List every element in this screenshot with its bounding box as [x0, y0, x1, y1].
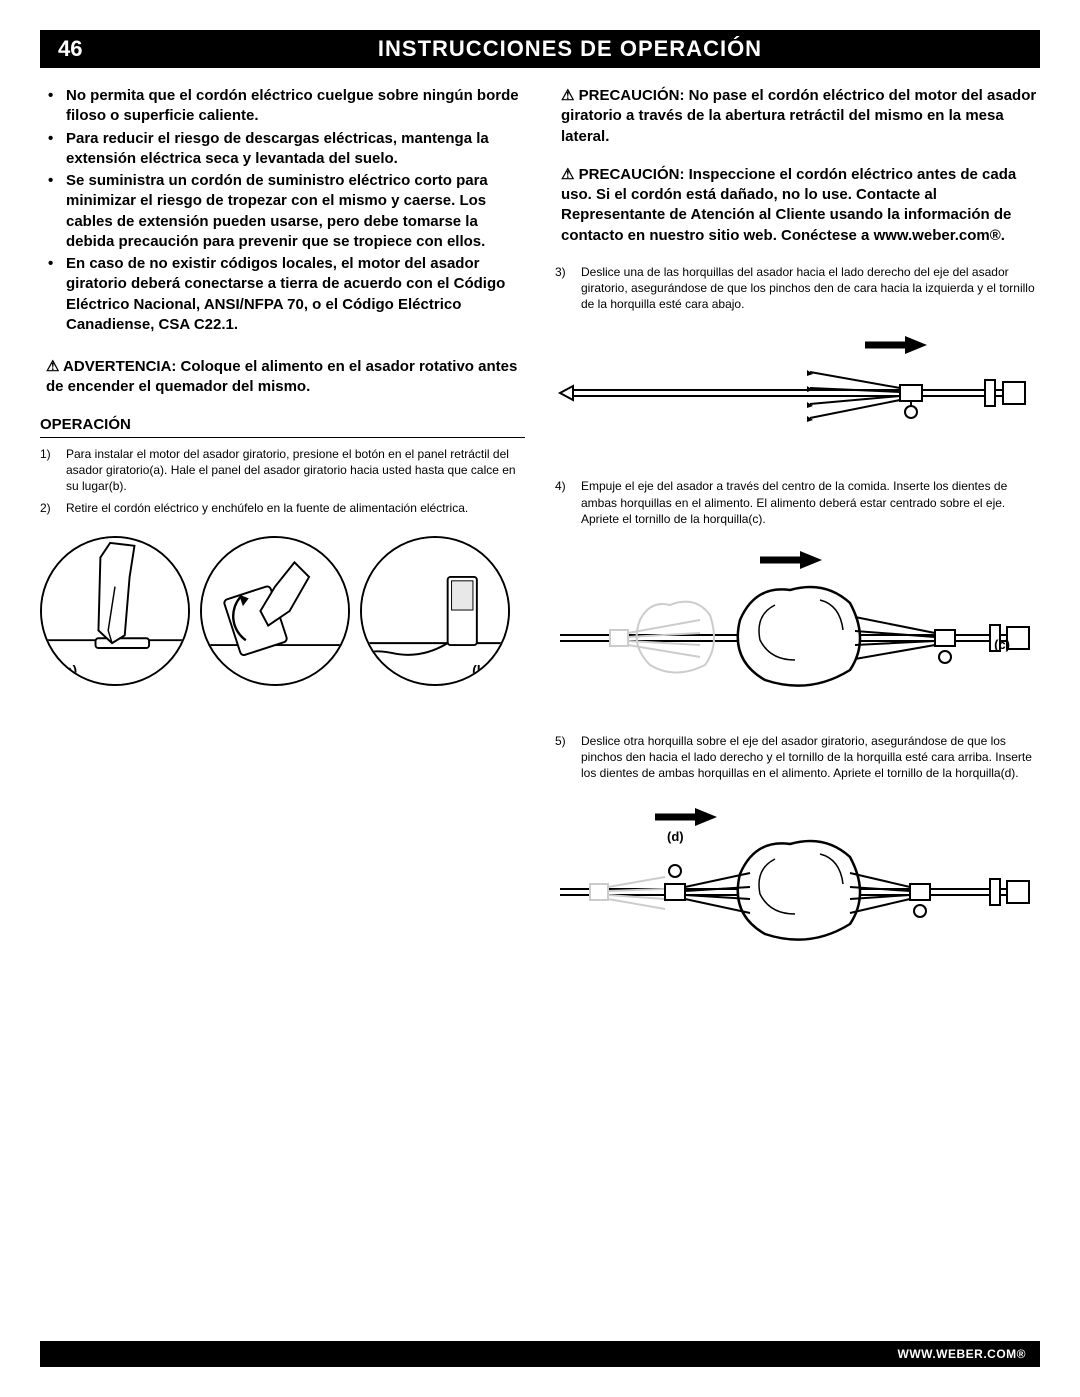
bullet-item: No permita que el cordón eléctrico cuelg… [40, 86, 525, 127]
illustration-food-center: (c) [555, 545, 1040, 705]
caution-text: ⚠ PRECAUCIÓN: Inspeccione el cordón eléc… [555, 165, 1040, 246]
operation-steps-left: 1) Para instalar el motor del asador gir… [40, 446, 525, 517]
bullet-item: Se suministra un cordón de suministro el… [40, 171, 525, 252]
step-text: Para instalar el motor del asador girato… [66, 447, 516, 493]
figure-motor: (b) [360, 536, 510, 686]
header-bar: 46 INSTRUCCIONES DE OPERACIÓN [40, 30, 1040, 68]
footer-url: WWW.WEBER.COM® [898, 1347, 1027, 1361]
step-text: Deslice otra horquilla sobre el eje del … [581, 734, 1032, 780]
step-item: 5) Deslice otra horquilla sobre el eje d… [555, 733, 1040, 782]
caution-text: ⚠ PRECAUCIÓN: No pase el cordón eléctric… [555, 86, 1040, 147]
illustration-spit-fork [555, 330, 1040, 450]
figure-label-b: (b) [472, 662, 490, 678]
food-centered-icon [555, 545, 1035, 705]
content-columns: No permita que el cordón eléctrico cuelg… [40, 86, 1040, 987]
figure-a: (a) [40, 536, 190, 686]
step-text: Deslice una de las horquillas del asador… [581, 265, 1035, 311]
step-number: 1) [40, 446, 51, 462]
step-item: 4) Empuje el eje del asador a través del… [555, 478, 1040, 527]
step-item: 3) Deslice una de las horquillas del asa… [555, 264, 1040, 313]
step-number: 4) [555, 478, 566, 494]
step-number: 5) [555, 733, 566, 749]
page-title: INSTRUCCIONES DE OPERACIÓN [118, 36, 1022, 62]
pull-panel-icon [202, 538, 348, 684]
step-item: 2) Retire el cordón eléctrico y enchúfel… [40, 500, 525, 516]
illustration-second-fork: (d) [555, 799, 1040, 959]
spit-fork-icon [555, 330, 1035, 450]
step-number: 3) [555, 264, 566, 280]
page-number: 46 [58, 36, 118, 62]
label-d: (d) [667, 829, 684, 844]
bullet-item: En caso de no existir códigos locales, e… [40, 254, 525, 335]
operation-steps-right-4: 4) Empuje el eje del asador a través del… [555, 478, 1040, 527]
label-c: (c) [994, 637, 1010, 652]
warning-text: ⚠ ADVERTENCIA: Coloque el alimento en el… [40, 357, 525, 398]
step-number: 2) [40, 500, 51, 516]
operation-steps-right-5: 5) Deslice otra horquilla sobre el eje d… [555, 733, 1040, 782]
figure-row: (a) [40, 536, 525, 686]
figure-b [200, 536, 350, 686]
step-text: Retire el cordón eléctrico y enchúfelo e… [66, 501, 468, 515]
section-title: OPERACIÓN [40, 416, 525, 438]
right-column: ⚠ PRECAUCIÓN: No pase el cordón eléctric… [555, 86, 1040, 987]
operation-steps-right: 3) Deslice una de las horquillas del asa… [555, 264, 1040, 313]
bullet-item: Para reducir el riesgo de descargas eléc… [40, 129, 525, 170]
footer-bar: WWW.WEBER.COM® [40, 1341, 1040, 1367]
step-text: Empuje el eje del asador a través del ce… [581, 479, 1007, 525]
step-item: 1) Para instalar el motor del asador gir… [40, 446, 525, 495]
second-fork-icon [555, 799, 1035, 959]
figure-label-a: (a) [60, 662, 77, 678]
safety-bullets: No permita que el cordón eléctrico cuelg… [40, 86, 525, 335]
left-column: No permita que el cordón eléctrico cuelg… [40, 86, 525, 987]
